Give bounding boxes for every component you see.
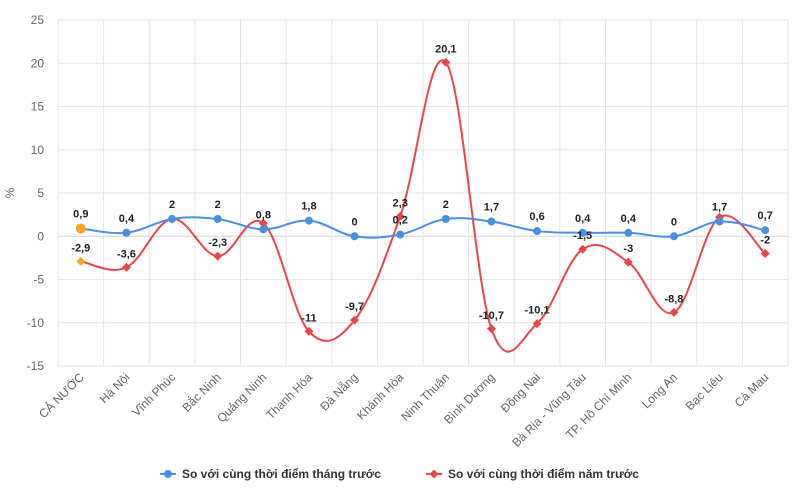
data-point[interactable] <box>441 57 451 67</box>
data-point[interactable] <box>213 251 223 261</box>
data-point[interactable] <box>121 262 131 272</box>
data-label: 0,7 <box>758 210 773 222</box>
y-tick-label: -10 <box>27 316 45 330</box>
data-point[interactable] <box>258 218 268 228</box>
data-point[interactable] <box>350 315 360 325</box>
data-point[interactable] <box>76 256 86 266</box>
data-point[interactable] <box>624 228 633 237</box>
data-point[interactable] <box>304 326 314 336</box>
y-tick-label: 20 <box>31 56 45 70</box>
data-label: 2,3 <box>393 197 408 209</box>
data-point[interactable] <box>623 257 633 267</box>
data-point[interactable] <box>396 230 405 239</box>
data-label: 0,4 <box>621 213 637 225</box>
data-point[interactable] <box>168 214 177 223</box>
data-point[interactable] <box>669 307 679 317</box>
data-label: 20,1 <box>435 43 456 55</box>
y-tick-label: 15 <box>31 100 45 114</box>
data-label: 2 <box>215 199 221 211</box>
x-tick-label: Đà Nẵng <box>317 370 361 414</box>
data-label: -3 <box>623 243 633 255</box>
data-point[interactable] <box>533 227 542 236</box>
data-label: -2,3 <box>208 237 227 249</box>
data-label: 0,8 <box>256 209 271 221</box>
data-point[interactable] <box>350 232 359 241</box>
x-tick-label: Bắc Ninh <box>179 370 224 415</box>
legend-marker <box>429 469 439 479</box>
data-point[interactable] <box>760 249 770 259</box>
data-label: -2 <box>760 235 770 247</box>
x-tick-label: Quảng Ninh <box>214 370 269 425</box>
data-point[interactable] <box>486 324 496 334</box>
x-tick-label: Đồng Nai <box>498 370 543 415</box>
series-layer <box>75 57 770 353</box>
data-point[interactable] <box>715 217 724 226</box>
y-tick-label: -5 <box>33 273 44 287</box>
x-tick-label: Hà Nội <box>97 370 133 406</box>
data-label: -11 <box>301 312 316 324</box>
grid-lines <box>57 19 789 367</box>
data-label: -1,5 <box>573 230 592 242</box>
data-label: 0,2 <box>393 215 408 227</box>
legend[interactable]: So với cùng thời điểm tháng trước So với … <box>160 467 639 481</box>
x-tick-label: Vĩnh Phúc <box>129 370 178 419</box>
x-tick-label: Cà Mau <box>732 370 772 410</box>
legend-label: So với cùng thời điểm năm trước <box>448 467 639 481</box>
x-tick-label: CẢ NƯỚC <box>35 369 87 421</box>
legend-item[interactable]: So với cùng thời điểm năm trước <box>426 467 639 481</box>
data-label: 0,4 <box>575 213 591 225</box>
y-tick-label: 0 <box>37 229 44 243</box>
data-label: -9,7 <box>345 301 364 313</box>
data-label: -2,9 <box>71 242 90 254</box>
data-point[interactable] <box>304 216 313 225</box>
data-label: 1,8 <box>301 201 316 213</box>
data-point[interactable] <box>578 244 588 254</box>
y-tick-label: 5 <box>37 186 44 200</box>
data-label: 1,7 <box>484 202 499 214</box>
data-label: 0,9 <box>73 208 88 220</box>
data-label: -10,7 <box>479 310 504 322</box>
data-label: 0 <box>671 216 677 228</box>
x-tick-label: Thanh Hóa <box>263 370 315 422</box>
y-tick-label: 10 <box>31 143 45 157</box>
y-axis-label: % <box>3 187 17 198</box>
x-tick-label: Long An <box>639 370 680 411</box>
data-point[interactable] <box>259 225 268 234</box>
data-point[interactable] <box>487 217 496 226</box>
y-tick-label: -15 <box>27 359 45 373</box>
data-label: 2 <box>169 199 175 211</box>
data-labels: 0,9 0,4 2 2 0,8 1,8 0 0,2 2 1,7 0,6 0,4 0,4 0 1,7 0,7 -2… <box>71 43 773 324</box>
data-label: 2 <box>443 199 449 211</box>
data-point[interactable] <box>761 226 770 235</box>
data-point[interactable] <box>669 232 678 241</box>
data-point[interactable] <box>578 228 587 237</box>
legend-label: So với cùng thời điểm tháng trước <box>182 467 381 481</box>
data-label: -10,1 <box>525 305 550 317</box>
data-point[interactable] <box>395 211 405 221</box>
data-point[interactable] <box>122 228 131 237</box>
data-point[interactable] <box>75 223 86 234</box>
legend-item[interactable]: So với cùng thời điểm tháng trước <box>160 467 381 481</box>
data-label: 1,7 <box>712 202 727 214</box>
data-point[interactable] <box>441 214 450 223</box>
data-label: -8,8 <box>664 293 683 305</box>
legend-marker <box>164 470 172 478</box>
data-label: 0,6 <box>529 211 544 223</box>
y-axis: -15 -10 -5 0 5 10 15 20 25 <box>27 13 45 373</box>
series-line <box>80 216 766 239</box>
data-point[interactable] <box>532 319 542 329</box>
data-point[interactable] <box>213 214 222 223</box>
data-label: -3,6 <box>117 248 136 260</box>
data-label: 0 <box>352 216 358 228</box>
x-tick-label: Bạc Liêu <box>683 370 726 413</box>
data-label: 0,4 <box>119 213 135 225</box>
y-tick-label: 25 <box>31 13 45 27</box>
